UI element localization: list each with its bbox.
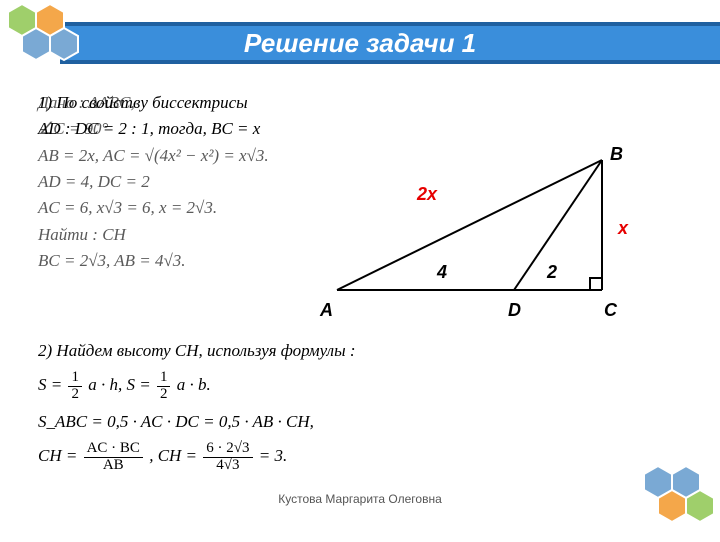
segment-ab xyxy=(337,160,602,290)
vertex-label-d: D xyxy=(508,300,521,321)
math-given-layer-black: 1) По свойству биссектрисы AD : DC = 2 :… xyxy=(38,90,378,143)
math-line: CH = AC · BCAB , CH = 6 · 2√34√3 = 3. xyxy=(38,441,478,474)
side-label-ab: 2x xyxy=(417,184,437,205)
math-solution-block: 2) Найдем высоту CH, используя формулы :… xyxy=(38,338,478,480)
triangle-diagram: A C B D 2x x 4 2 xyxy=(322,140,652,330)
math-line: S_ABC = 0,5 · AC · DC = 0,5 · AB · CH, xyxy=(38,409,478,435)
vertex-label-c: C xyxy=(604,300,617,321)
vertex-label-a: A xyxy=(320,300,333,321)
hex-cluster-top-left xyxy=(0,0,95,80)
math-line: 1) По свойству биссектрисы xyxy=(38,90,378,116)
hex-icon xyxy=(50,28,78,60)
math-line: 2) Найдем высоту CH, используя формулы : xyxy=(38,338,478,364)
slide-title: Решение задачи 1 xyxy=(0,28,720,59)
segment-bd xyxy=(514,160,602,290)
side-label-bc: x xyxy=(618,218,628,239)
right-angle-marker xyxy=(590,278,602,290)
hex-icon xyxy=(22,28,50,60)
math-line: AD : DC = 2 : 1, тогда, BC = x xyxy=(38,116,378,142)
side-label-ad: 4 xyxy=(437,262,447,283)
footer-credit: Кустова Маргарита Олеговна xyxy=(0,492,720,506)
triangle-svg xyxy=(322,140,652,330)
math-line: S = 12 a · h, S = 12 a · b. xyxy=(38,370,478,403)
slide-header: Решение задачи 1 xyxy=(0,22,720,64)
vertex-label-b: B xyxy=(610,144,623,165)
side-label-dc: 2 xyxy=(547,262,557,283)
